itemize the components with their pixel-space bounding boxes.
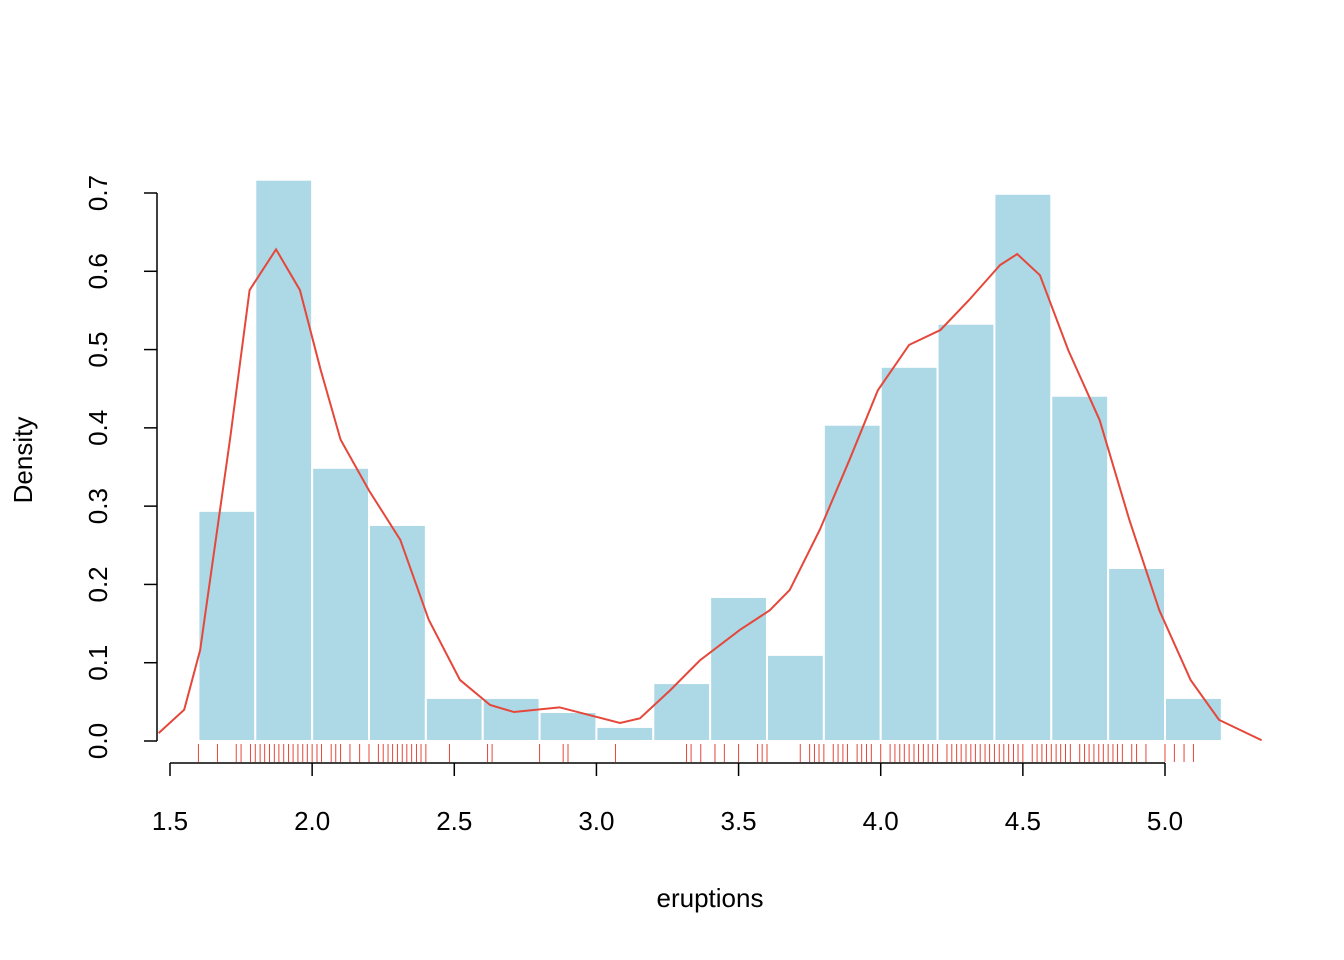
- x-tick-label: 5.0: [1147, 806, 1183, 836]
- bar: [368, 523, 427, 743]
- y-tick-label: 0.7: [83, 175, 113, 211]
- bar: [1164, 696, 1223, 743]
- x-tick-label: 3.5: [720, 806, 756, 836]
- bar: [1050, 394, 1110, 742]
- x-tick-label: 3.0: [578, 806, 614, 836]
- bar: [993, 192, 1053, 743]
- bar: [936, 322, 996, 742]
- y-tick-label: 0.3: [83, 488, 113, 524]
- x-tick-label: 2.0: [294, 806, 330, 836]
- x-axis-label: eruptions: [657, 883, 764, 913]
- x-tick-label: 1.5: [152, 806, 188, 836]
- bar: [424, 696, 484, 743]
- bar: [538, 711, 598, 743]
- bar: [595, 725, 655, 742]
- bar: [879, 365, 939, 742]
- bar: [311, 466, 370, 742]
- y-tick-label: 0.5: [83, 331, 113, 367]
- y-tick-label: 0.1: [83, 645, 113, 681]
- bar: [254, 178, 314, 743]
- y-tick-label: 0.6: [83, 253, 113, 289]
- y-tick-label: 0.2: [83, 566, 113, 602]
- density-line: [157, 247, 1263, 742]
- y-tick-label: 0.0: [83, 723, 113, 759]
- bar: [197, 509, 257, 742]
- x-tick-label: 2.5: [436, 806, 472, 836]
- bar: [709, 595, 769, 742]
- bar: [1107, 566, 1166, 743]
- bar: [766, 653, 825, 743]
- bar: [822, 423, 882, 742]
- y-axis-label: Density: [8, 417, 38, 504]
- x-tick-label: 4.5: [1005, 806, 1041, 836]
- y-tick-label: 0.4: [83, 410, 113, 446]
- bar: [652, 682, 712, 742]
- x-tick-label: 4.0: [863, 806, 899, 836]
